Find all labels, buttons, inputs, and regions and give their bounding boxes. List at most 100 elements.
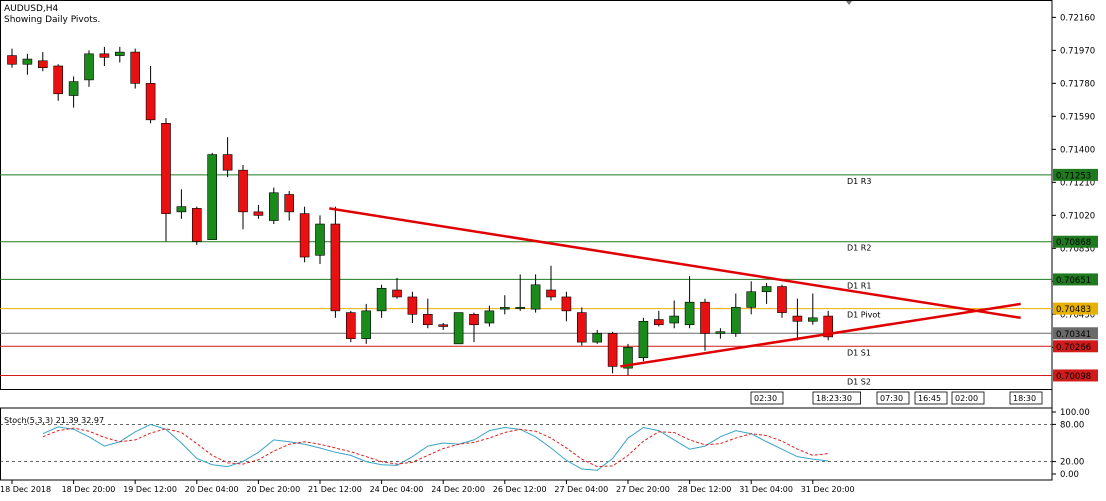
y-tick-label: 0.71970 (1060, 46, 1095, 56)
stoch-y-tick-label: 100.00 (1060, 408, 1090, 418)
x-tick-label: 26 Dec 12:00 (493, 485, 547, 494)
candle-bull (592, 333, 603, 343)
pivot-label: D1 R3 (847, 177, 871, 186)
candle-bear (330, 223, 341, 312)
x-tick-label: 31 Dec 04:00 (739, 485, 793, 494)
time-marker-label: 16:45 (918, 394, 941, 403)
candle-bear (253, 211, 264, 216)
x-tick-label: 18 Dec 2018 (0, 485, 51, 494)
x-tick-label: 24 Dec 04:00 (370, 485, 424, 494)
candle-bear (823, 315, 834, 338)
y-tick-label: 0.71020 (1060, 211, 1095, 221)
price-tag: 0.70651 (1053, 273, 1098, 286)
x-tick-label: 27 Dec 04:00 (554, 485, 608, 494)
price-tag: 0.71253 (1053, 168, 1098, 181)
y-tick-label: 0.71780 (1060, 79, 1095, 89)
time-marker-label: 02:30 (754, 394, 777, 403)
candle-bear (422, 314, 433, 326)
main-plot-frame (0, 0, 1053, 390)
chart-symbol: AUDUSD,H4 (4, 4, 59, 14)
candle-bear (561, 296, 572, 312)
time-marker-box (1009, 391, 1043, 405)
candle-bull (115, 51, 125, 56)
candle-bear (130, 51, 140, 84)
candle-bull (22, 58, 33, 65)
candle-bear (576, 312, 587, 343)
price-tag-bg (1053, 168, 1098, 181)
stoch-y-tick-label: 20.00 (1060, 458, 1084, 468)
y-tick-label: 0.71590 (1060, 112, 1095, 122)
pivot-label: D1 Pivot (847, 311, 880, 320)
candle-bull (207, 154, 217, 240)
x-tick-label: 21 Dec 12:00 (308, 485, 362, 494)
candle-bear (792, 315, 803, 322)
candle-bull (376, 287, 387, 312)
candle-bull (315, 223, 325, 256)
price-tag-bg (1053, 369, 1098, 382)
candle-bull (484, 310, 495, 324)
price-tag: 0.70098 (1053, 369, 1098, 382)
candle-bear (407, 296, 418, 315)
chart-subtitle: Showing Daily Pivots. (4, 15, 100, 25)
candle-bull (499, 307, 510, 310)
price-tag-text: 0.70868 (1056, 238, 1091, 248)
x-tick-label: 28 Dec 12:00 (678, 485, 732, 494)
candle-bear (37, 60, 48, 69)
x-tick-label: 18 Dec 20:00 (62, 485, 116, 494)
x-tick-label: 27 Dec 20:00 (616, 485, 670, 494)
x-tick-label: 20 Dec 20:00 (246, 485, 300, 494)
x-tick-label: 20 Dec 04:00 (185, 485, 239, 494)
time-marker-label: 02:00 (955, 394, 978, 403)
stoch-title: Stoch(5,3,3) 21.39 32.97 (4, 416, 104, 425)
candle-bull (638, 320, 649, 359)
current-price-tag-bg (1053, 327, 1098, 340)
candle-bull (515, 307, 526, 309)
time-marker-box (876, 391, 910, 405)
candle-bull (268, 192, 279, 221)
price-tag: 0.70483 (1053, 302, 1098, 315)
candle-bear (145, 83, 156, 121)
x-tick-label: 31 Dec 20:00 (801, 485, 855, 494)
pivot-label: D1 S1 (847, 348, 871, 357)
stoch-y-tick-label: 0.00 (1060, 470, 1079, 480)
price-tag-text: 0.71253 (1056, 171, 1091, 181)
candle-bear (777, 286, 787, 313)
price-tag: 0.70266 (1053, 340, 1098, 353)
candle-bear (53, 65, 64, 95)
price-tag-text: 0.70266 (1056, 343, 1091, 353)
price-tag-text: 0.70651 (1056, 276, 1091, 286)
trendline-upper (329, 207, 1021, 320)
stoch-main-line (42, 423, 829, 471)
time-marker-label: 18:30 (1013, 394, 1036, 403)
candle-bear (99, 53, 110, 58)
time-marker-box (750, 391, 784, 405)
stoch-signal-line (42, 427, 829, 468)
price-tag: 0.70868 (1053, 235, 1098, 248)
y-tick-label: 0.72160 (1060, 13, 1095, 23)
candle-bear (546, 289, 556, 298)
time-marker-box (951, 391, 985, 405)
candle-bull (68, 81, 79, 96)
pivot-label: D1 S2 (847, 377, 871, 386)
candle-bear (607, 333, 618, 367)
candle-bull (715, 331, 726, 334)
candle-bull (176, 206, 187, 213)
candle-bear (192, 208, 202, 242)
stoch-y-tick-label: 80.00 (1060, 420, 1084, 430)
y-tick-label: 0.71400 (1060, 145, 1095, 155)
candle-bull (684, 301, 695, 326)
y-tick-label: 0.70450 (1060, 310, 1095, 320)
price-tag-text: 0.70098 (1056, 372, 1091, 382)
time-marker-box (812, 391, 861, 405)
price-tag-text: 0.70483 (1056, 305, 1091, 315)
candle-bull (530, 284, 541, 310)
candle-bull (669, 315, 680, 324)
candle-bull (761, 286, 772, 293)
pivot-label: D1 R2 (847, 244, 871, 253)
candle-bull (84, 53, 94, 81)
current-price-tag: 0.70341 (1056, 330, 1091, 340)
candle-bear (238, 169, 248, 213)
price-tag-bg (1053, 340, 1098, 353)
